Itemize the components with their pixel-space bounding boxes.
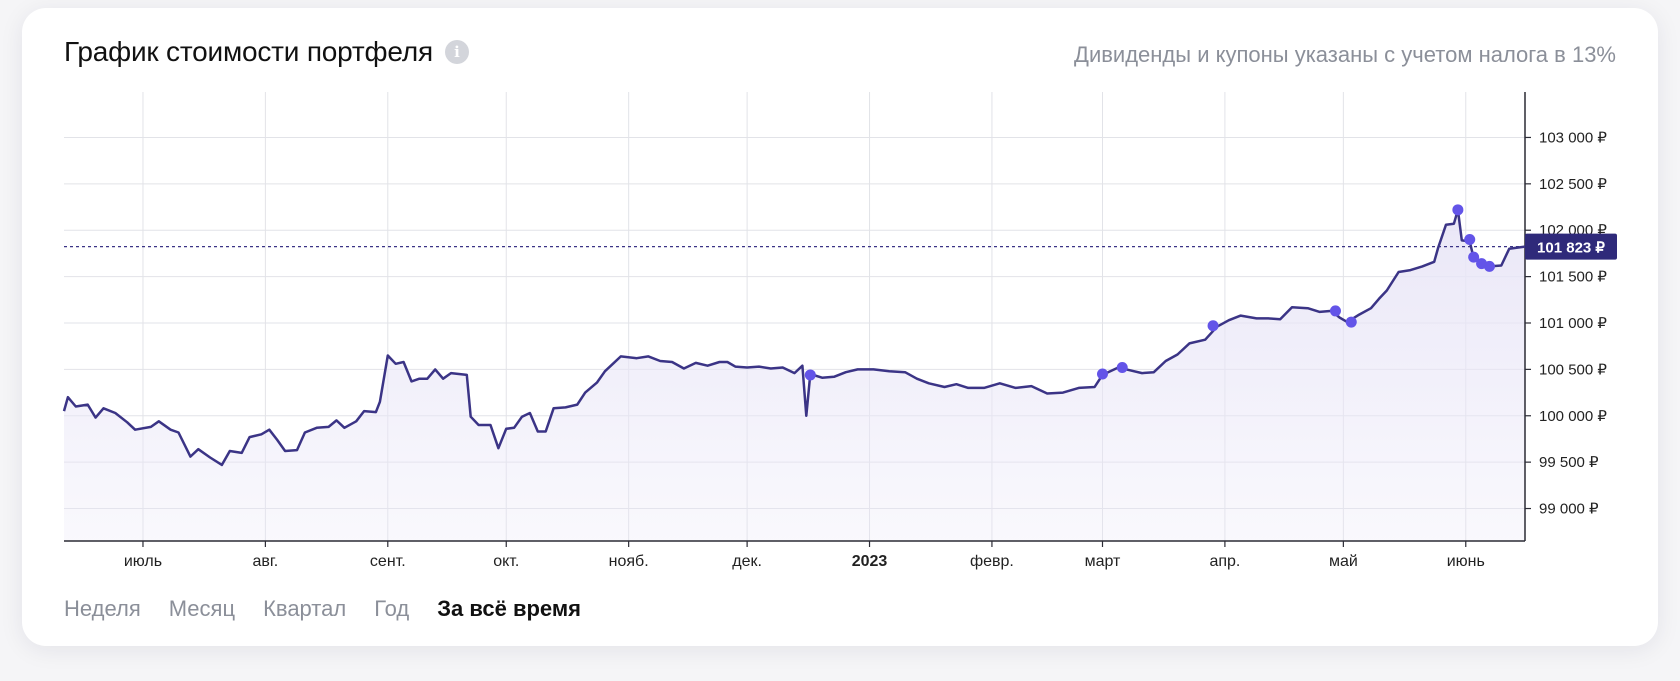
page-title: График стоимости портфеля [64, 36, 433, 67]
dividend-marker [1345, 316, 1357, 328]
current-value-label: 101 823 ₽ [1537, 240, 1605, 257]
x-tick-label: окт. [493, 553, 519, 570]
dividend-marker [1464, 234, 1476, 246]
y-tick-label: 100 500 ₽ [1539, 361, 1607, 378]
x-tick-label: апр. [1209, 553, 1240, 570]
dividend-marker [1116, 362, 1128, 374]
tab-month[interactable]: Месяц [168, 596, 236, 621]
x-tick-label: июнь [1447, 553, 1485, 570]
y-tick-label: 102 500 ₽ [1539, 176, 1607, 193]
x-tick-label: сент. [370, 553, 406, 570]
tax-note: Дивиденды и купоны указаны с учетом нало… [1074, 42, 1616, 67]
dividend-marker [1468, 251, 1480, 263]
dividend-marker [804, 369, 816, 381]
x-tick-label: нояб. [609, 553, 649, 570]
x-tick-label: дек. [732, 553, 762, 570]
x-tick-label: 2023 [852, 553, 888, 570]
area-fill [64, 209, 1525, 542]
portfolio-value-chart[interactable]: 99 000 ₽ 99 500 ₽ 100 000 ₽ 100 500 ₽ 101 00… [0, 0, 1680, 600]
dividend-marker [1329, 305, 1341, 317]
dividend-marker [1207, 320, 1219, 332]
current-value-badge [1525, 233, 1617, 260]
x-tick-label: авг. [253, 553, 279, 570]
x-tick-label: февр. [970, 553, 1014, 570]
y-tick-label: 103 000 ₽ [1539, 129, 1607, 146]
y-tick-label: 100 000 ₽ [1539, 408, 1607, 425]
info-icon[interactable]: i [444, 40, 469, 64]
tab-all-time[interactable]: За всё время [437, 596, 581, 621]
y-tick-label: 101 000 ₽ [1539, 315, 1607, 332]
x-tick-label: июль [124, 553, 162, 570]
period-tabs: Неделя Месяц Квартал Год За всё время [64, 596, 581, 622]
y-tick-label: 99 000 ₽ [1539, 501, 1599, 518]
tab-week[interactable]: Неделя [64, 596, 141, 621]
series-line [62, 208, 1526, 467]
header: График стоимости портфеля i [64, 36, 469, 68]
x-tick-label: май [1329, 553, 1358, 570]
tab-quarter[interactable]: Квартал [263, 596, 347, 621]
x-tick-label: март [1085, 553, 1121, 570]
y-tick-label: 101 500 ₽ [1539, 269, 1607, 286]
dividend-marker [1096, 368, 1108, 380]
dividend-marker [1483, 260, 1495, 272]
y-tick-label: 99 500 ₽ [1539, 454, 1599, 471]
tab-year[interactable]: Год [374, 596, 410, 621]
dividend-marker [1452, 204, 1464, 216]
